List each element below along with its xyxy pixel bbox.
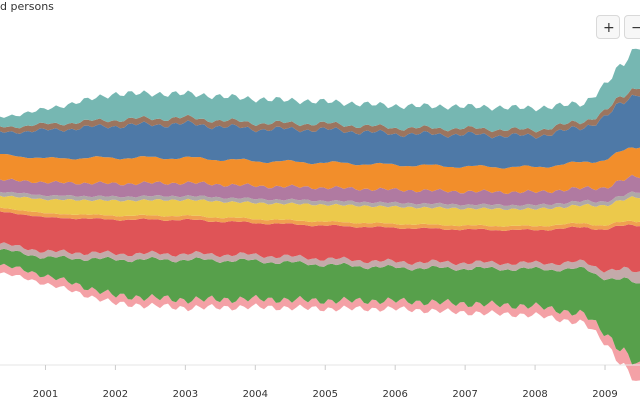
- stream-layer-light-gray[interactable]: [0, 242, 640, 284]
- zoom-in-button[interactable]: +: [596, 15, 620, 39]
- x-tick-label: 2003: [173, 389, 198, 400]
- x-tick-label: 2006: [382, 389, 407, 400]
- x-tick-label: 2004: [243, 389, 268, 400]
- stream-layer-orange[interactable]: [0, 147, 640, 194]
- x-tick-label: 2005: [313, 389, 338, 400]
- x-tick-label: 2007: [452, 389, 477, 400]
- stream-layer-red[interactable]: [0, 211, 640, 273]
- x-tick-label: 2001: [33, 389, 58, 400]
- stream-layer-green[interactable]: [0, 248, 640, 365]
- stream-layer-teal[interactable]: [0, 48, 640, 133]
- x-tick-label: 2009: [592, 389, 617, 400]
- stream-layer-orange-thin[interactable]: [0, 207, 640, 232]
- chart-title: d persons: [0, 0, 54, 13]
- x-tick-label: 2002: [103, 389, 128, 400]
- stream-layer-yellow[interactable]: [0, 195, 640, 227]
- x-axis-ticks: 2001 2002 2003 2004 2005 2006 2007 2008 2009: [33, 365, 618, 400]
- stream-areas: [0, 48, 640, 381]
- zoom-out-button[interactable]: −: [624, 15, 640, 39]
- stream-layer-purple[interactable]: [0, 174, 640, 206]
- x-tick-label: 2008: [522, 389, 547, 400]
- stream-layer-blue[interactable]: [0, 94, 640, 169]
- stream-layer-gray[interactable]: [0, 191, 640, 211]
